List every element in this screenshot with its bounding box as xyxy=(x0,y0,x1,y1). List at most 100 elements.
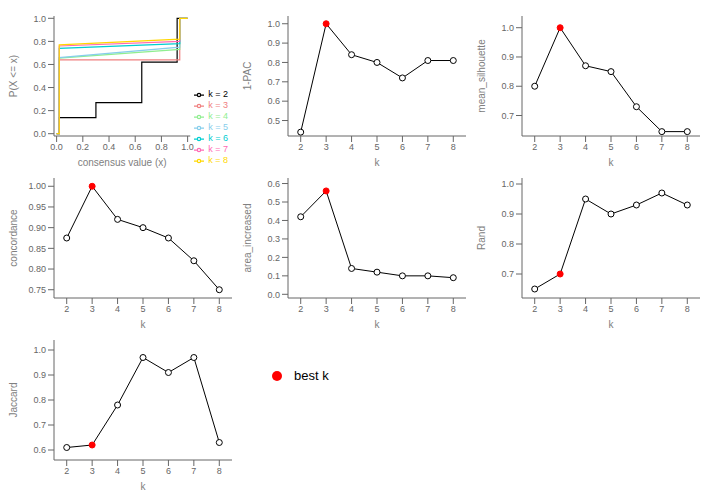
svg-text:3: 3 xyxy=(324,304,329,314)
svg-text:1.00: 1.00 xyxy=(28,181,46,191)
svg-text:0.85: 0.85 xyxy=(28,244,46,254)
svg-text:0.9: 0.9 xyxy=(501,52,514,62)
svg-text:consensus value (x): consensus value (x) xyxy=(78,157,167,168)
svg-text:0.80: 0.80 xyxy=(28,264,46,274)
svg-text:4: 4 xyxy=(115,304,120,314)
svg-text:1.0: 1.0 xyxy=(501,23,514,33)
svg-text:0.5: 0.5 xyxy=(267,116,280,126)
svg-text:8: 8 xyxy=(685,304,690,314)
svg-text:3: 3 xyxy=(324,142,329,152)
svg-text:0.8: 0.8 xyxy=(267,58,280,68)
svg-text:4: 4 xyxy=(349,304,354,314)
svg-text:8: 8 xyxy=(451,142,456,152)
svg-text:k: k xyxy=(375,319,381,330)
svg-text:7: 7 xyxy=(425,142,430,152)
svg-text:k: k xyxy=(141,319,147,330)
svg-text:1.0: 1.0 xyxy=(33,14,46,24)
svg-text:6: 6 xyxy=(400,304,405,314)
svg-text:2: 2 xyxy=(532,304,537,314)
svg-text:7: 7 xyxy=(425,304,430,314)
svg-text:0.75: 0.75 xyxy=(28,285,46,295)
svg-text:0.6: 0.6 xyxy=(129,142,142,152)
svg-text:0.8: 0.8 xyxy=(501,239,514,249)
svg-text:0.0: 0.0 xyxy=(267,290,280,300)
svg-text:0.8: 0.8 xyxy=(155,142,168,152)
svg-text:3: 3 xyxy=(558,304,563,314)
svg-text:3: 3 xyxy=(90,304,95,314)
svg-text:2: 2 xyxy=(298,142,303,152)
svg-text:0.8: 0.8 xyxy=(33,395,46,405)
svg-text:3: 3 xyxy=(558,142,563,152)
svg-text:5: 5 xyxy=(608,304,613,314)
svg-text:1.0: 1.0 xyxy=(501,179,514,189)
svg-text:0.2: 0.2 xyxy=(267,253,280,263)
svg-text:5: 5 xyxy=(608,142,613,152)
svg-text:Rand: Rand xyxy=(476,226,487,250)
svg-text:4: 4 xyxy=(115,466,120,476)
svg-text:7: 7 xyxy=(659,304,664,314)
svg-text:6: 6 xyxy=(400,142,405,152)
svg-text:0.0: 0.0 xyxy=(50,142,63,152)
svg-text:0.6: 0.6 xyxy=(267,179,280,189)
svg-text:0.1: 0.1 xyxy=(267,271,280,281)
svg-text:0.6: 0.6 xyxy=(33,60,46,70)
svg-text:Jaccard: Jaccard xyxy=(8,382,19,417)
svg-text:k: k xyxy=(609,157,615,168)
svg-text:0.0: 0.0 xyxy=(33,129,46,139)
svg-text:2: 2 xyxy=(64,304,69,314)
svg-text:0.9: 0.9 xyxy=(267,38,280,48)
svg-text:mean_silhouette: mean_silhouette xyxy=(476,39,487,113)
svg-text:3: 3 xyxy=(90,466,95,476)
svg-text:0.8: 0.8 xyxy=(501,81,514,91)
svg-text:5: 5 xyxy=(374,304,379,314)
svg-text:0.5: 0.5 xyxy=(267,197,280,207)
svg-text:0.7: 0.7 xyxy=(501,111,514,121)
svg-text:0.7: 0.7 xyxy=(267,77,280,87)
svg-text:4: 4 xyxy=(583,304,588,314)
svg-text:2: 2 xyxy=(64,466,69,476)
svg-text:2: 2 xyxy=(532,142,537,152)
svg-text:0.9: 0.9 xyxy=(33,370,46,380)
svg-text:0.90: 0.90 xyxy=(28,223,46,233)
svg-text:0.6: 0.6 xyxy=(267,96,280,106)
svg-text:1.0: 1.0 xyxy=(181,142,194,152)
svg-text:0.6: 0.6 xyxy=(33,445,46,455)
svg-text:0.7: 0.7 xyxy=(33,420,46,430)
svg-text:8: 8 xyxy=(217,466,222,476)
svg-text:6: 6 xyxy=(166,304,171,314)
svg-text:concordance: concordance xyxy=(8,209,19,267)
svg-text:0.4: 0.4 xyxy=(103,142,116,152)
svg-text:1.0: 1.0 xyxy=(267,19,280,29)
svg-text:P(X <= x): P(X <= x) xyxy=(8,55,19,97)
svg-text:0.4: 0.4 xyxy=(33,83,46,93)
svg-text:0.95: 0.95 xyxy=(28,202,46,212)
svg-text:5: 5 xyxy=(140,304,145,314)
svg-text:7: 7 xyxy=(659,142,664,152)
svg-text:0.2: 0.2 xyxy=(33,106,46,116)
svg-text:4: 4 xyxy=(349,142,354,152)
svg-text:8: 8 xyxy=(217,304,222,314)
svg-text:0.9: 0.9 xyxy=(501,209,514,219)
svg-text:7: 7 xyxy=(191,466,196,476)
svg-text:k: k xyxy=(141,481,147,492)
svg-text:4: 4 xyxy=(583,142,588,152)
svg-text:0.4: 0.4 xyxy=(267,216,280,226)
svg-text:area_increased: area_increased xyxy=(242,204,253,273)
svg-text:8: 8 xyxy=(451,304,456,314)
svg-text:k: k xyxy=(609,319,615,330)
svg-text:k: k xyxy=(375,157,381,168)
svg-text:6: 6 xyxy=(634,142,639,152)
svg-text:6: 6 xyxy=(166,466,171,476)
svg-text:5: 5 xyxy=(140,466,145,476)
svg-text:5: 5 xyxy=(374,142,379,152)
svg-text:1.0: 1.0 xyxy=(33,345,46,355)
svg-text:2: 2 xyxy=(298,304,303,314)
svg-text:7: 7 xyxy=(191,304,196,314)
svg-text:0.3: 0.3 xyxy=(267,234,280,244)
svg-text:6: 6 xyxy=(634,304,639,314)
svg-text:0.8: 0.8 xyxy=(33,37,46,47)
svg-text:8: 8 xyxy=(685,142,690,152)
svg-text:0.7: 0.7 xyxy=(501,269,514,279)
svg-text:1-PAC: 1-PAC xyxy=(242,62,253,91)
svg-text:0.2: 0.2 xyxy=(77,142,90,152)
